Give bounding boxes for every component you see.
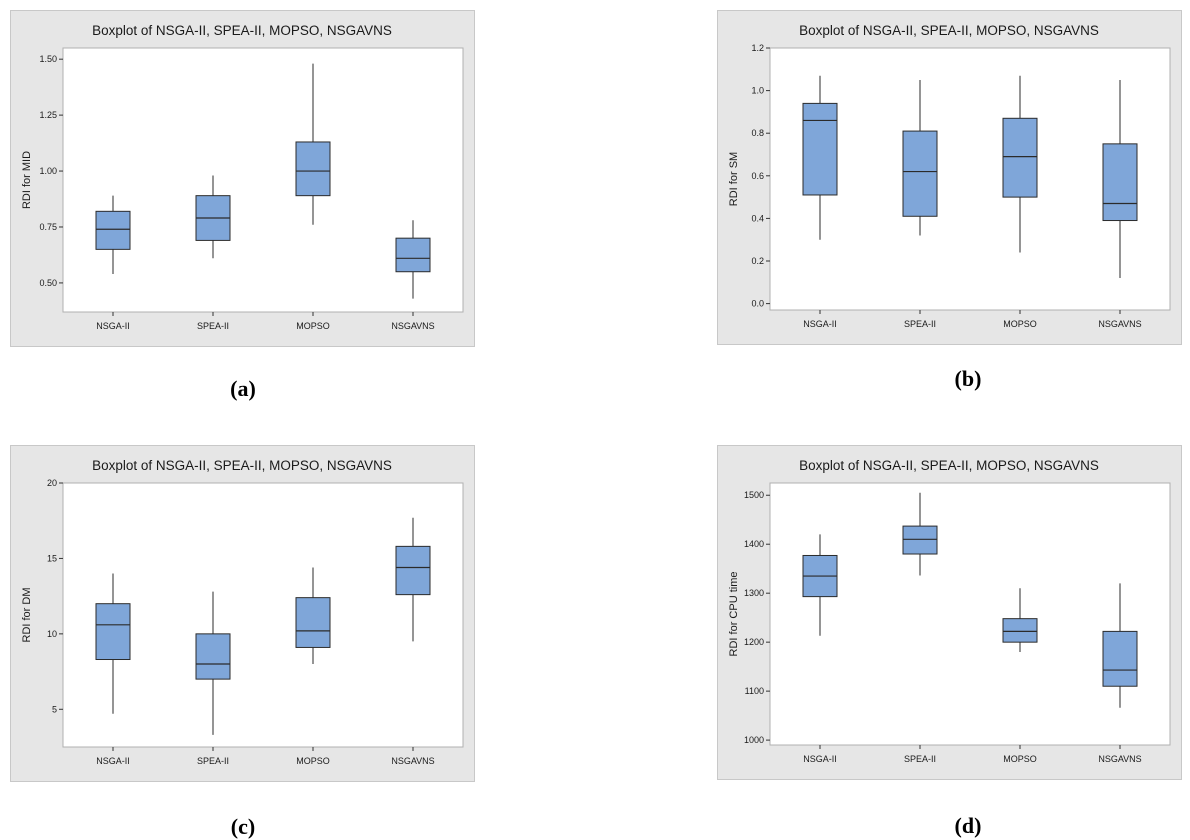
box-iqr — [1102, 630, 1138, 687]
y-tick-label: 0.8 — [751, 128, 764, 138]
x-tick-label: SPEA-II — [904, 754, 936, 764]
box-iqr — [1002, 618, 1038, 643]
x-tick-label: NSGA-II — [803, 754, 837, 764]
y-axis-label: RDI for SM — [728, 152, 740, 206]
boxplot-chart-b: Boxplot of NSGA-II, SPEA-II, MOPSO, NSGA… — [728, 23, 1171, 329]
box-iqr — [95, 603, 131, 661]
y-tick-label: 20 — [47, 478, 57, 488]
panel-caption-b: (b) — [954, 366, 982, 391]
y-tick-label: 1300 — [744, 588, 764, 598]
y-tick-label: 1.2 — [751, 43, 764, 53]
x-tick-label: NSGAVNS — [391, 756, 434, 766]
x-tick-label: MOPSO — [1003, 754, 1037, 764]
y-tick-label: 1.00 — [39, 166, 57, 176]
y-tick-label: 1400 — [744, 539, 764, 549]
x-tick-label: SPEA-II — [197, 321, 229, 331]
box-iqr — [95, 210, 131, 250]
y-tick-label: 0.2 — [751, 256, 764, 266]
box-iqr — [295, 597, 331, 648]
y-tick-label: 0.6 — [751, 171, 764, 181]
y-tick-label: 5 — [52, 704, 57, 714]
y-tick-label: 0.50 — [39, 278, 57, 288]
y-axis-label: RDI for DM — [21, 588, 33, 643]
x-tick-label: NSGA-II — [96, 756, 130, 766]
x-tick-label: NSGAVNS — [391, 321, 434, 331]
y-tick-label: 1.25 — [39, 110, 57, 120]
y-tick-label: 1.0 — [751, 86, 764, 96]
x-tick-label: MOPSO — [296, 321, 330, 331]
y-tick-label: 0.4 — [751, 213, 764, 223]
x-tick-label: NSGAVNS — [1098, 754, 1141, 764]
x-tick-label: NSGA-II — [803, 319, 837, 329]
y-axis-label: RDI for CPU time — [728, 572, 740, 657]
y-axis-label: RDI for MID — [21, 151, 33, 209]
y-tick-label: 0.75 — [39, 222, 57, 232]
panel-caption-c: (c) — [230, 814, 256, 839]
chart-title: Boxplot of NSGA-II, SPEA-II, MOPSO, NSGA… — [799, 23, 1099, 38]
y-tick-label: 15 — [47, 553, 57, 563]
plot-area — [769, 482, 1171, 746]
x-tick-label: SPEA-II — [904, 319, 936, 329]
y-tick-label: 1100 — [745, 686, 764, 696]
box-iqr — [395, 237, 431, 273]
y-tick-label: 0.0 — [751, 299, 764, 309]
x-tick-label: MOPSO — [296, 756, 330, 766]
boxplot-chart-d: Boxplot of NSGA-II, SPEA-II, MOPSO, NSGA… — [728, 458, 1171, 764]
panel-caption-a: (a) — [230, 376, 256, 401]
boxplot-chart-c: Boxplot of NSGA-II, SPEA-II, MOPSO, NSGA… — [21, 458, 464, 766]
chart-title: Boxplot of NSGA-II, SPEA-II, MOPSO, NSGA… — [799, 458, 1099, 473]
y-tick-label: 1500 — [744, 490, 764, 500]
box-iqr — [195, 633, 231, 680]
box-iqr — [802, 102, 838, 196]
box-iqr — [902, 525, 938, 555]
y-tick-label: 1000 — [744, 735, 764, 745]
x-tick-label: NSGAVNS — [1098, 319, 1141, 329]
box-iqr — [1002, 117, 1038, 198]
x-tick-label: SPEA-II — [197, 756, 229, 766]
y-tick-label: 1200 — [744, 637, 764, 647]
panel-caption-d: (d) — [954, 813, 982, 838]
chart-title: Boxplot of NSGA-II, SPEA-II, MOPSO, NSGA… — [92, 23, 392, 38]
y-tick-label: 10 — [47, 629, 57, 639]
y-tick-label: 1.50 — [39, 54, 57, 64]
x-tick-label: MOPSO — [1003, 319, 1037, 329]
box-iqr — [295, 141, 331, 197]
boxplot-chart-a: Boxplot of NSGA-II, SPEA-II, MOPSO, NSGA… — [21, 23, 464, 331]
box-iqr — [395, 545, 431, 596]
plot-area — [62, 47, 464, 313]
chart-title: Boxplot of NSGA-II, SPEA-II, MOPSO, NSGA… — [92, 458, 392, 473]
box-iqr — [1102, 143, 1138, 222]
box-iqr — [902, 130, 938, 217]
x-tick-label: NSGA-II — [96, 321, 130, 331]
